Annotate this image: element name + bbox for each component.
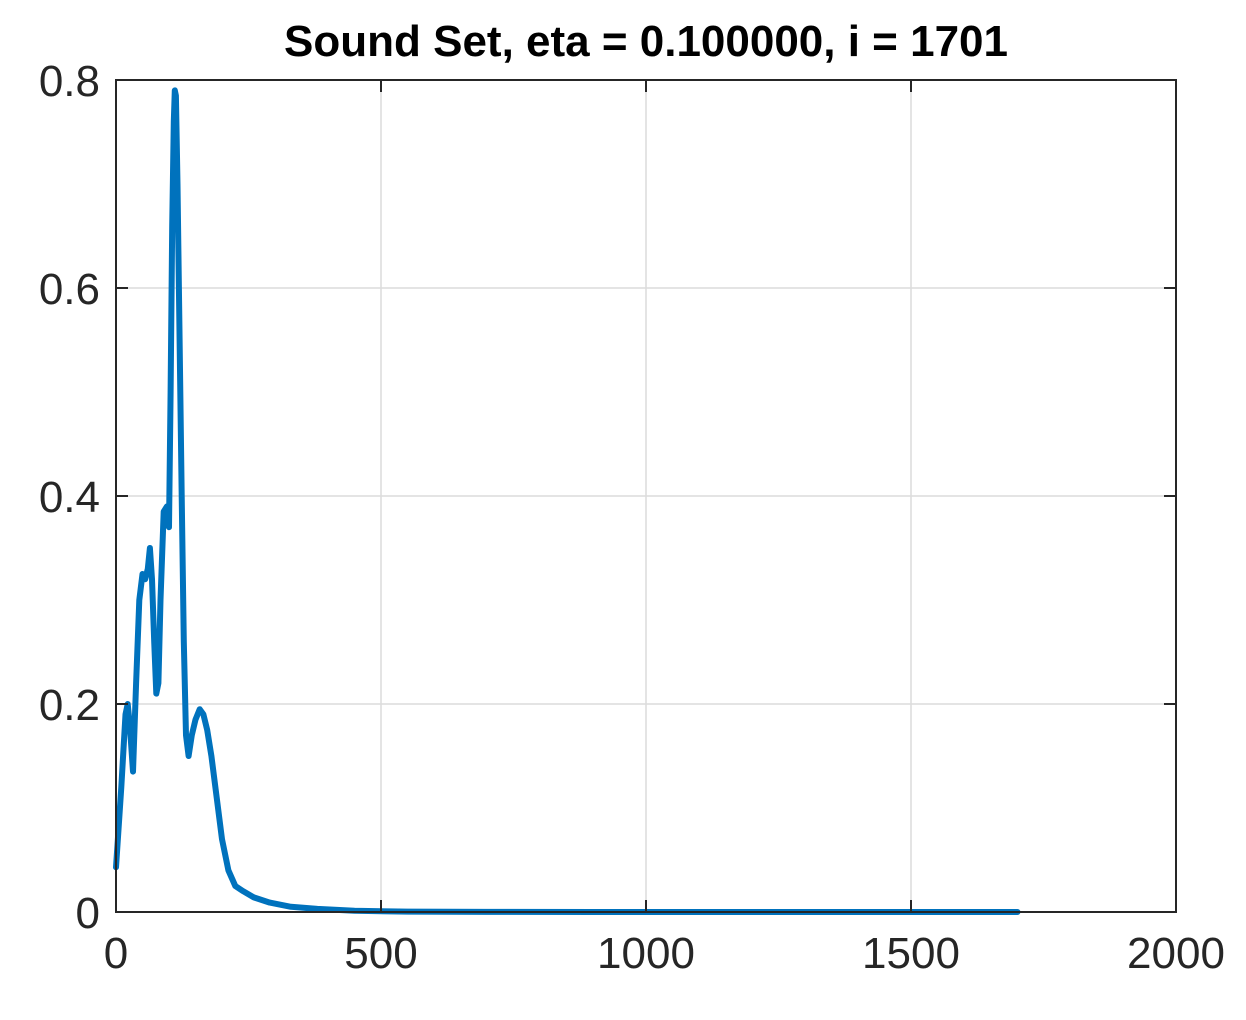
y-tick-label: 0.8 xyxy=(39,57,100,106)
series-line xyxy=(113,87,1021,915)
x-tick-label: 0 xyxy=(104,929,128,978)
x-tick-label: 1000 xyxy=(597,929,695,978)
y-tick-label: 0.4 xyxy=(39,473,100,522)
y-tick-label: 0.2 xyxy=(39,681,100,730)
x-tick-label: 2000 xyxy=(1127,929,1225,978)
chart-title: Sound Set, eta = 0.100000, i = 1701 xyxy=(284,17,1008,66)
ticks xyxy=(115,79,1177,913)
x-tick-label: 500 xyxy=(344,929,417,978)
y-tick-label: 0 xyxy=(76,889,100,938)
x-tick-label: 1500 xyxy=(862,929,960,978)
grid xyxy=(116,80,1176,912)
tick-labels: 0 500 1000 1500 2000 0 0.2 0.4 0.6 0.8 xyxy=(39,57,1225,978)
series-layer xyxy=(113,87,1021,915)
y-tick-label: 0.6 xyxy=(39,265,100,314)
